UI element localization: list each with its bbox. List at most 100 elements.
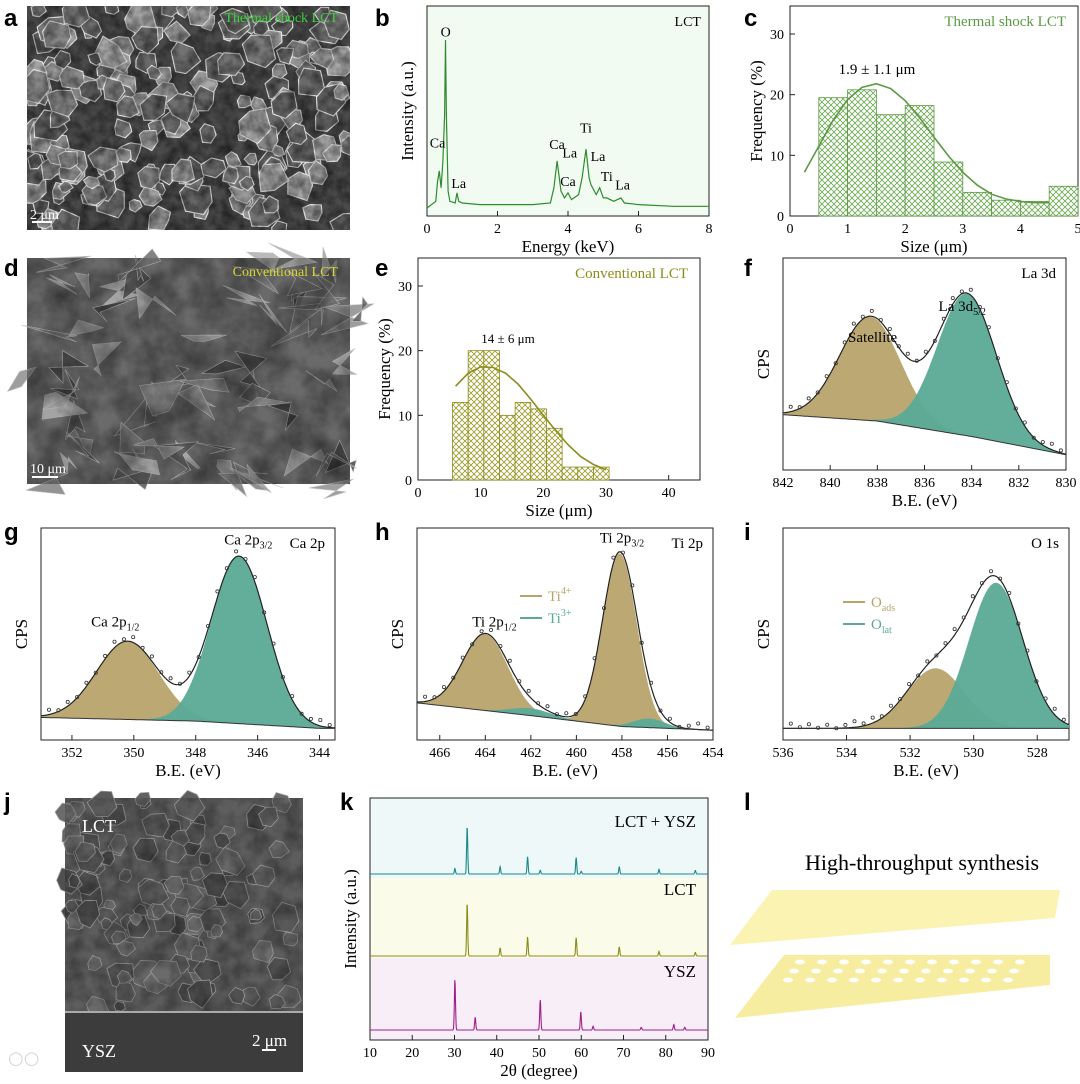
x-tick-label: 10 — [474, 486, 488, 501]
sample-spot — [959, 977, 969, 983]
raw-data-point — [1031, 435, 1036, 440]
plot-frame — [426, 5, 710, 217]
x-tick-label: 344 — [309, 746, 330, 761]
peak-label: La — [615, 179, 631, 194]
x-tick-label: 830 — [1056, 476, 1077, 491]
x-tick-label: 842 — [773, 476, 794, 491]
legend-label: Olat — [871, 617, 892, 636]
x-tick-label: 2 — [902, 222, 909, 237]
x-tick-label: 60 — [574, 1046, 588, 1061]
sample-spot — [827, 977, 837, 983]
panel-l-title: High-throughput synthesis — [805, 850, 1039, 875]
raw-data-point — [308, 716, 313, 721]
raw-data-point — [103, 653, 108, 658]
raw-data-point — [93, 670, 98, 675]
panel-letter-e: e — [375, 255, 388, 282]
raw-data-point — [788, 404, 793, 409]
sem-a-caption: Thermal shock LCT — [224, 11, 338, 26]
sem-shard — [308, 478, 354, 500]
raw-data-point — [1004, 380, 1009, 385]
raw-data-point — [215, 589, 220, 594]
fit-component — [41, 556, 335, 729]
raw-data-point — [878, 317, 883, 322]
raw-data-point — [696, 721, 701, 726]
x-tick-label: 1 — [844, 222, 851, 237]
x-tick-label: 40 — [490, 1046, 504, 1061]
raw-data-point — [879, 714, 884, 719]
chart-h-xps-ti2p: 466 464 462 460 458 456 454 B.E. (eV) CPS Ti 2p Ti… — [388, 527, 724, 780]
scale-bar-j-label: 2 μm — [252, 1031, 287, 1050]
envelope-line — [40, 555, 336, 729]
y-tick-label: 30 — [770, 28, 784, 43]
chart-g-xps-ca2p: 352 350 348 346 344 B.E. (eV) CPS Ca 2p Ca 2p1/2… — [12, 527, 336, 780]
x-tick-label: 6 — [635, 222, 642, 237]
histogram-bar — [876, 114, 906, 217]
histogram-bar — [514, 401, 532, 481]
raw-data-point — [986, 325, 991, 330]
raw-data-point — [1043, 696, 1048, 701]
x-tick-label: 466 — [429, 746, 450, 761]
raw-data-point — [168, 676, 173, 681]
x-tick-label: 346 — [247, 746, 268, 761]
raw-data-point — [140, 645, 145, 650]
y-axis-label: CPS — [754, 349, 773, 379]
sample-spot — [949, 959, 959, 965]
histogram-bar — [530, 408, 547, 481]
watermark: ○○ — [8, 1048, 40, 1069]
y-axis-label: CPS — [388, 619, 407, 649]
raw-data-point — [545, 704, 550, 709]
raw-data-point — [788, 721, 793, 726]
peak-label: La — [451, 177, 467, 192]
sample-spot — [789, 968, 799, 974]
raw-data-point — [121, 637, 126, 642]
raw-data-point — [842, 340, 847, 345]
raw-data-point — [177, 681, 182, 686]
raw-data-point — [950, 296, 955, 301]
high-throughput-illustration: High-throughput synthesis — [730, 850, 1060, 1018]
panel-letter-f: f — [744, 255, 753, 282]
raw-data-point — [536, 701, 541, 706]
raw-data-point — [564, 711, 569, 716]
raw-data-point — [989, 569, 994, 574]
sem-j-ysz-label: YSZ — [82, 1041, 116, 1061]
x-axis-label: B.E. (eV) — [155, 761, 221, 780]
raw-data-point — [896, 344, 901, 349]
raw-data-point — [47, 707, 52, 712]
scale-bar-d-label: 10 μm — [30, 462, 66, 477]
envelope-line — [782, 292, 1067, 455]
histogram-bar — [577, 466, 594, 481]
x-tick-label: 80 — [659, 1046, 673, 1061]
x-tick-label: 838 — [867, 476, 888, 491]
sample-spot — [877, 968, 887, 974]
raw-data-point — [112, 639, 117, 644]
series-label: YSZ — [664, 962, 696, 981]
raw-data-point — [583, 694, 588, 699]
peak-label: Ca — [560, 175, 576, 190]
raw-data-point — [205, 624, 210, 629]
x-axis-label: Size (μm) — [900, 237, 967, 256]
raw-data-point — [851, 321, 856, 326]
sample-spot — [871, 977, 881, 983]
raw-data-point — [667, 716, 672, 721]
raw-data-point — [705, 725, 710, 730]
x-axis-label: B.E. (eV) — [532, 761, 598, 780]
histogram-bar — [593, 466, 610, 481]
fit-component — [417, 702, 713, 731]
panel-letter-l: l — [744, 789, 751, 816]
size-annotation: 1.9 ± 1.1 μm — [839, 62, 916, 78]
histogram-bar — [1048, 185, 1079, 217]
sem-image-cross-section: LCT YSZ 2 μm — [54, 790, 303, 1072]
raw-data-point — [807, 722, 812, 727]
peak-label: Satellite — [848, 330, 897, 346]
raw-data-point — [290, 694, 295, 699]
sample-spot — [943, 968, 953, 974]
x-axis-label: 2θ (degree) — [500, 1061, 578, 1080]
peak-label: Ti — [580, 121, 592, 136]
fit-curve — [803, 82, 1050, 204]
raw-data-point — [1007, 591, 1012, 596]
raw-data-point — [869, 308, 874, 313]
raw-data-point — [815, 390, 820, 395]
raw-data-point — [630, 583, 635, 588]
raw-data-point — [441, 685, 446, 690]
